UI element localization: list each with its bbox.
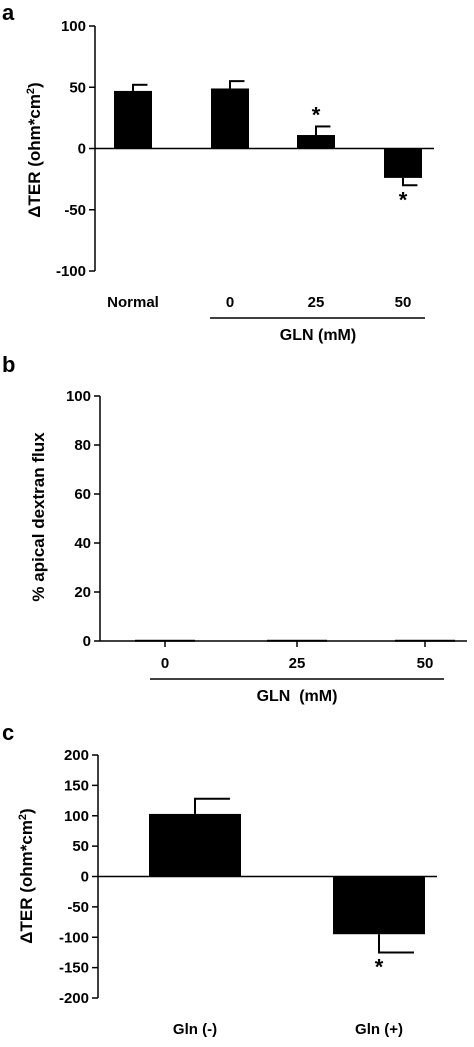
- panel-b-y-tick-label: 20: [74, 584, 91, 601]
- panel-a-x-tick-labels: Normal 0 25 50: [107, 294, 411, 311]
- panel-c-significance-marker-1: *: [375, 954, 384, 979]
- panel-a-bar-1: [211, 88, 249, 149]
- panel-a-y-tick-label: -50: [64, 202, 86, 219]
- panel-b-x-axis-label: GLN (mM): [257, 688, 338, 705]
- panel-b-y-axis: 100 80 60 40 20 0: [66, 388, 467, 650]
- panel-a-y-tick-label: 0: [78, 141, 86, 158]
- panel-b-y-tick-label: 0: [83, 633, 91, 650]
- panel-b-category-label: 0: [161, 655, 169, 672]
- panel-a-category-label: 50: [395, 294, 412, 311]
- panel-a-y-tick-label: -100: [56, 263, 86, 280]
- panel-a-bar-3: [384, 148, 422, 178]
- panel-c-category-label: Gln (+): [355, 1021, 403, 1038]
- panel-a-significance-marker-3: *: [399, 187, 408, 212]
- panel-a-y-tick-label: 100: [61, 18, 86, 35]
- panel-b-y-tick-label: 60: [74, 486, 91, 503]
- panel-a-bars: **: [114, 80, 422, 212]
- panel-b-bar-2: [395, 639, 455, 642]
- panel-c-y-tick-label: 150: [64, 777, 89, 794]
- panel-b-bar-0: [135, 639, 195, 642]
- panel-c-y-axis: 200 150 100 50 0 -50 -100 -150 -200: [59, 747, 437, 1007]
- panel-c-y-axis-label: ΔTER (ohm*cm2): [17, 808, 36, 943]
- panel-c-y-tick-label: -100: [59, 929, 89, 946]
- panel-b-x-tick-labels: 0 25 50: [161, 655, 434, 672]
- panel-a-category-label: Normal: [107, 294, 159, 311]
- panel-c-bar-0: [149, 813, 241, 877]
- panel-c-y-tick-label: 200: [64, 747, 89, 764]
- panel-c-y-tick-label: 0: [81, 869, 89, 886]
- panel-b-bar-1: [267, 639, 327, 642]
- panel-c-bar-1: [333, 876, 425, 935]
- panel-c-y-tick-label: 50: [72, 838, 89, 855]
- panel-a-bar-2: [297, 135, 335, 149]
- panel-a-bar-0: [114, 90, 152, 149]
- panel-b-y-tick-label: 40: [74, 535, 91, 552]
- panel-a-x-axis-label: GLN (mM): [280, 327, 356, 344]
- panel-b-y-tick-label: 100: [66, 388, 91, 405]
- panel-letter-b: b: [2, 352, 15, 377]
- panel-c-bars: *: [149, 797, 425, 979]
- panel-b-y-tick-label: 80: [74, 437, 91, 454]
- panel-c-y-tick-label: -50: [67, 899, 89, 916]
- panel-c-y-tick-label: -150: [59, 960, 89, 977]
- panel-b-category-label: 50: [417, 655, 434, 672]
- panel-letter-a: a: [2, 0, 15, 25]
- panel-a-category-label: 0: [226, 294, 234, 311]
- panel-c-x-tick-labels: Gln (-) Gln (+): [173, 1021, 403, 1038]
- panel-b-bars: [135, 639, 455, 642]
- panel-c-category-label: Gln (-): [173, 1021, 217, 1038]
- panel-letter-c: c: [2, 720, 14, 745]
- panel-a-significance-marker-2: *: [312, 102, 321, 127]
- panel-a-y-tick-label: 50: [69, 79, 86, 96]
- panel-c-y-tick-label: -200: [59, 990, 89, 1007]
- panel-b: b 100 80 60 40 20 0 0 25 50 GLN (mM) % apical d…: [2, 352, 467, 705]
- panel-a-category-label: 25: [308, 294, 325, 311]
- panel-a-y-axis-label: ΔTER (ohm*cm2): [25, 82, 44, 217]
- panel-b-category-label: 25: [289, 655, 306, 672]
- panel-c-y-tick-label: 100: [64, 808, 89, 825]
- panel-a-y-axis: 100 50 0 -50 -100: [56, 18, 434, 280]
- panel-b-y-axis-label: % apical dextran flux: [29, 432, 48, 602]
